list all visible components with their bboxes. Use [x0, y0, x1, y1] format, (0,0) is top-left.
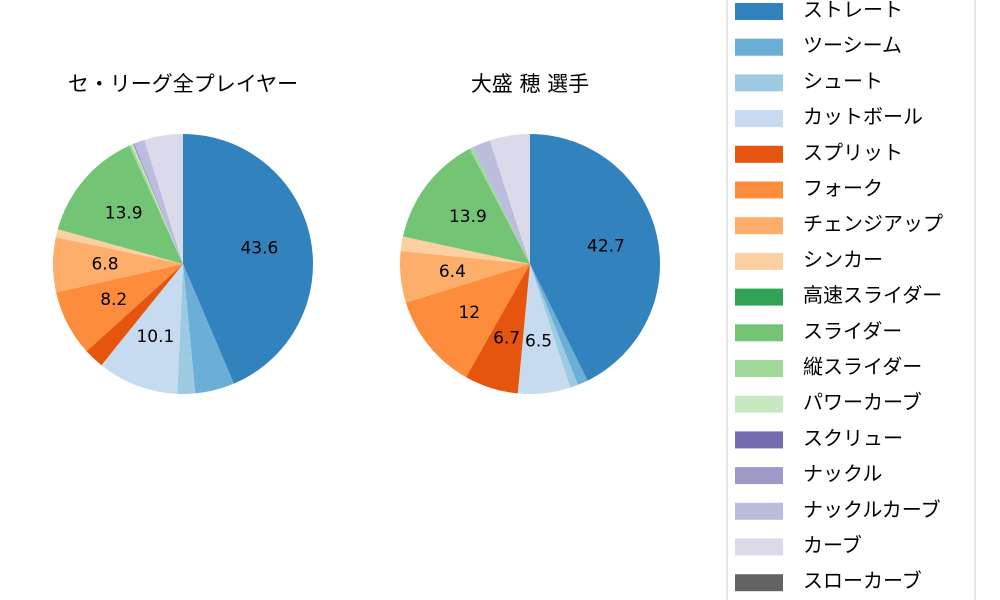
legend-swatch: [735, 38, 783, 56]
pie-slice: [183, 264, 234, 394]
pie-slice: [489, 134, 530, 264]
legend-label: カーブ: [803, 533, 862, 557]
legend-frame: [726, 0, 976, 600]
pie-slice: [400, 236, 530, 264]
legend-label: チェンジアップ: [803, 212, 943, 236]
legend-swatch: [735, 181, 783, 199]
legend-label: シンカー: [803, 247, 883, 271]
legend-label: スプリット: [803, 140, 903, 164]
legend-swatch: [735, 538, 783, 556]
pie-slice: [469, 147, 530, 264]
pie-slice: [57, 145, 183, 264]
data-label: 13.9: [105, 203, 143, 223]
legend-swatch: [735, 431, 783, 449]
data-label: 8.2: [100, 290, 127, 310]
data-label: 6.8: [91, 254, 118, 274]
legend-label: 縦スライダー: [803, 355, 922, 379]
pie-slice: [183, 134, 313, 384]
data-label: 42.7: [587, 236, 625, 256]
legend-swatch: [735, 324, 783, 342]
pie-slice: [472, 140, 530, 264]
legend-swatch: [735, 502, 783, 520]
legend-swatch: [735, 145, 783, 163]
pie-slice: [55, 229, 183, 264]
legend-swatch: [735, 217, 783, 235]
pie-slice: [517, 264, 571, 394]
legend-label: フォーク: [803, 176, 883, 200]
legend-swatch: [735, 467, 783, 485]
pie-slice: [530, 134, 660, 381]
data-label: 10.1: [136, 327, 174, 347]
legend-label: ツーシーム: [803, 33, 902, 57]
pie-slice: [402, 148, 530, 264]
legend-label: ナックル: [803, 462, 882, 486]
legend-swatch: [735, 574, 783, 592]
pie-slice: [134, 139, 183, 264]
legend-swatch: [735, 74, 783, 92]
data-label: 6.4: [439, 262, 466, 282]
legend-label: パワーカーブ: [803, 390, 922, 414]
legend-label: ストレート: [803, 0, 903, 22]
pie-slice: [144, 134, 183, 264]
data-label: 6.5: [525, 332, 552, 352]
pie-slice: [400, 250, 530, 303]
legend-swatch: [735, 360, 783, 377]
legend-label: 高速スライダー: [803, 283, 942, 307]
legend-swatch: [735, 110, 783, 128]
legend-label: シュート: [803, 69, 883, 93]
legend-swatch: [735, 252, 783, 270]
legend-swatch: [735, 288, 783, 306]
pie-slice: [132, 143, 183, 264]
data-label: 12: [458, 303, 480, 323]
pie-slice: [101, 264, 183, 394]
pie-slice: [530, 264, 578, 388]
data-label: 13.9: [449, 207, 487, 227]
chart-title: セ・リーグ全プレイヤー: [68, 72, 298, 96]
legend-label: ナックルカーブ: [803, 497, 941, 521]
legend-label: カットボール: [803, 105, 923, 129]
pie-slice: [405, 264, 530, 378]
pie-slice: [53, 237, 184, 293]
pie-slice: [129, 144, 183, 264]
legend-swatch: [735, 395, 783, 413]
pie-slice: [177, 264, 196, 394]
pie-slice: [57, 229, 183, 264]
pie-slice: [131, 144, 183, 264]
pie-slice: [56, 264, 183, 352]
data-label: 43.6: [240, 238, 278, 258]
data-label: 6.7: [493, 328, 520, 348]
legend-swatch: [735, 3, 783, 20]
chart-title: 大盛 穂 選手: [471, 72, 589, 96]
legend-label: スライダー: [803, 319, 902, 343]
legend-label: スクリュー: [803, 426, 903, 450]
pie-slice: [530, 264, 588, 385]
pie-slice: [86, 264, 183, 366]
legend-label: スローカーブ: [803, 569, 922, 593]
pie-slice: [465, 264, 530, 394]
